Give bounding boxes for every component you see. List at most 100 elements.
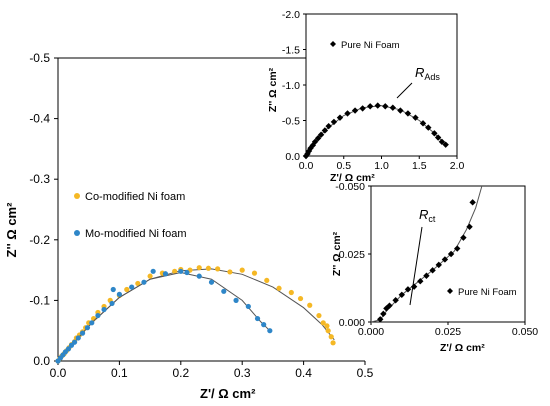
data-point: [466, 223, 473, 230]
data-point: [404, 110, 412, 117]
data-point: [84, 325, 91, 331]
data-point: [380, 310, 387, 318]
data-point: [454, 245, 461, 252]
data-point: [307, 302, 313, 308]
data-point: [65, 346, 72, 352]
data-point: [359, 105, 366, 112]
data-point: [297, 295, 304, 302]
legend-marker: [74, 230, 80, 236]
x-tick-label: 0.025: [435, 326, 461, 338]
x-tick-label: 0.1: [111, 366, 128, 380]
data-point: [101, 306, 107, 313]
data-point: [135, 280, 141, 287]
data-point: [431, 130, 438, 137]
data-point: [71, 339, 78, 345]
data-point: [95, 312, 101, 319]
data-point: [366, 103, 374, 110]
annotation-pointer-line: [396, 82, 413, 99]
data-point: [320, 320, 326, 326]
data-point: [441, 256, 449, 263]
y-tick-label: 0.000: [339, 317, 365, 329]
data-point: [264, 277, 270, 284]
data-point: [325, 122, 332, 130]
data-point: [251, 270, 258, 276]
data-point: [110, 286, 116, 293]
y-tick-label: 0.0: [285, 151, 300, 163]
data-point: [221, 288, 227, 294]
data-point: [429, 267, 436, 274]
data-point: [172, 268, 178, 274]
y-tick-label: -0.025: [335, 249, 365, 261]
data-point: [398, 291, 405, 298]
annotation-pointer-line: [409, 226, 423, 306]
data-point: [178, 268, 184, 274]
data-point: [254, 315, 261, 322]
data-point: [324, 323, 330, 329]
data-point: [89, 320, 95, 326]
data-point: [215, 266, 221, 272]
y-tick-label: -0.5: [29, 51, 50, 65]
data-point: [351, 107, 359, 114]
data-point: [239, 267, 245, 273]
data-point: [316, 312, 322, 319]
data-point: [442, 141, 449, 148]
data-point: [382, 103, 389, 110]
data-point: [150, 268, 156, 274]
data-point: [307, 144, 314, 152]
data-point: [397, 107, 404, 114]
x-tick-label: 0.3: [234, 366, 251, 380]
data-point: [141, 279, 147, 285]
inset-bottom-nyquist-plot: 0.000 0.025 0.050 0.000 -0.025 -0.050 Z'/ Ω cm…: [331, 181, 538, 354]
data-point: [205, 265, 212, 271]
data-point: [447, 250, 455, 258]
data-point: [392, 297, 399, 304]
x-axis-label: Z'/ Ω cm²: [440, 342, 485, 354]
data-point: [438, 138, 446, 145]
y-tick-label: -1.5: [282, 45, 300, 57]
x-tick-label: 0.2: [172, 366, 189, 380]
data-point: [328, 334, 334, 340]
x-axis-label: Z'/ Ω cm²: [200, 386, 256, 401]
x-tick-label: 0.0: [50, 366, 67, 380]
data-point: [147, 273, 153, 279]
y-tick-label: -0.5: [282, 116, 300, 128]
data-point: [330, 340, 336, 346]
y-tick-label: -1.0: [282, 80, 300, 92]
annotation-label: Rct: [419, 207, 436, 224]
y-tick-label: -0.4: [29, 112, 50, 126]
data-point: [196, 273, 202, 279]
data-point: [417, 278, 424, 285]
data-point: [423, 272, 430, 279]
data-point: [196, 265, 202, 271]
data-point: [129, 284, 135, 290]
plot-area-border: [305, 13, 458, 157]
x-tick-label: 0.000: [358, 326, 384, 338]
y-axis-label: Z'' Ω cm²: [4, 202, 19, 258]
data-point: [344, 110, 351, 117]
y-tick-label: -0.3: [29, 172, 50, 186]
data-point: [314, 135, 322, 142]
data-point: [162, 271, 169, 277]
data-point: [389, 104, 397, 111]
legend-marker: [447, 288, 453, 294]
data-point: [267, 328, 273, 334]
data-point: [425, 124, 432, 131]
x-axis-label: Z'/ Ω cm²: [330, 172, 375, 184]
data-point: [325, 328, 331, 334]
x-tick-label: 0.5: [357, 366, 374, 380]
y-axis-label: Z'' Ω cm²: [267, 67, 279, 112]
data-point: [469, 199, 476, 206]
data-point: [302, 152, 310, 160]
data-point: [419, 120, 427, 127]
data-point: [377, 316, 384, 323]
data-point: [460, 234, 467, 241]
y-tick-label: -0.050: [335, 181, 365, 193]
data-point: [311, 138, 319, 145]
data-point: [233, 297, 239, 303]
x-tick-label: 0.4: [295, 366, 312, 380]
data-point: [330, 118, 338, 126]
data-point: [124, 286, 130, 293]
data-point: [317, 131, 325, 138]
x-tick-label: 1.0: [374, 160, 389, 172]
